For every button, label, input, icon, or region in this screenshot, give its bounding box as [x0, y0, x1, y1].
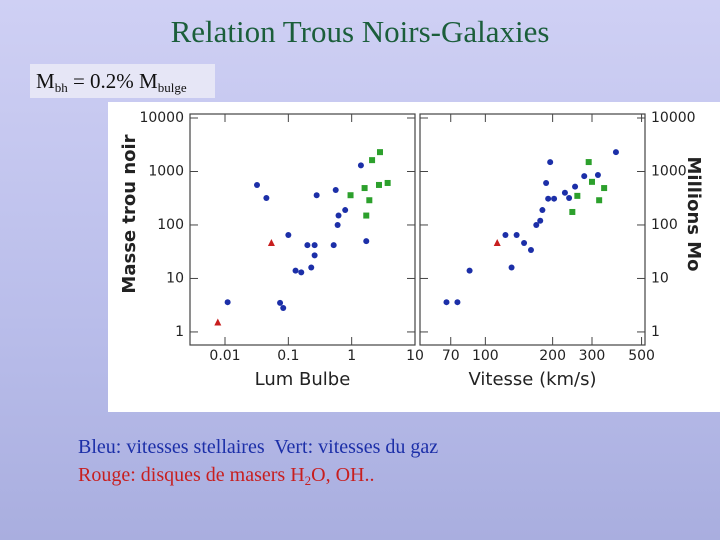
point	[493, 239, 501, 247]
point	[547, 159, 554, 166]
point	[375, 181, 382, 188]
point	[366, 197, 373, 204]
plot-frame	[419, 113, 646, 346]
point	[369, 157, 376, 164]
point	[537, 217, 544, 224]
point	[292, 267, 299, 274]
point	[357, 162, 364, 169]
point	[267, 239, 275, 247]
x-tick-label: 200	[539, 348, 566, 364]
point	[254, 181, 261, 188]
point	[585, 159, 592, 166]
caption-sub: 2	[304, 473, 312, 488]
point	[335, 212, 342, 219]
point	[384, 179, 391, 186]
caption-text: Rouge: disques de masers H	[78, 464, 305, 486]
point	[224, 299, 231, 306]
x-tick-label: 70	[442, 348, 460, 364]
point	[574, 192, 581, 199]
y-tick-label: 10000	[651, 110, 696, 126]
point	[513, 231, 520, 238]
x-axis-label: Lum Bulbe	[255, 369, 351, 390]
point	[298, 269, 305, 276]
point	[311, 242, 318, 249]
point	[363, 238, 370, 245]
x-tick-label: 300	[579, 348, 606, 364]
x-tick-label: 0.1	[277, 348, 299, 364]
point	[533, 221, 540, 228]
point	[285, 231, 292, 238]
point	[588, 178, 595, 185]
chart: 1 10 100 1000 10000 0.01 0.1 1 10 Lum Bulbe Masse …	[108, 102, 720, 412]
point	[311, 252, 318, 259]
point	[454, 299, 461, 306]
y-axis-label: Millions Mo	[683, 156, 704, 271]
point	[280, 305, 287, 312]
point	[277, 299, 284, 306]
point	[332, 187, 339, 194]
caption-text: O, OH..	[311, 464, 375, 486]
point	[594, 171, 601, 178]
x-tick-label: 500	[628, 348, 655, 364]
formula-sub: bh	[54, 80, 68, 95]
formula-part: = 0.2% M	[67, 69, 158, 93]
point	[601, 185, 608, 192]
point	[572, 183, 579, 190]
point	[313, 192, 320, 199]
point	[569, 208, 576, 215]
caption-text: Vert: vitesses du gaz	[274, 436, 439, 458]
slide-title: Relation Trous Noirs-Galaxies	[170, 14, 550, 49]
formula-sub: bulge	[157, 80, 187, 95]
x-tick-label: 1	[347, 348, 356, 364]
caption-line: Rouge: disques de masers H2O, OH..	[78, 464, 374, 489]
point	[527, 247, 534, 254]
y-tick-label: 1	[651, 324, 660, 340]
y-tick-label: 1000	[148, 163, 184, 179]
point	[612, 149, 619, 156]
point	[566, 194, 573, 201]
point	[304, 242, 311, 249]
point	[330, 242, 337, 249]
point	[466, 267, 473, 274]
point	[561, 189, 568, 196]
point	[214, 318, 222, 326]
point	[443, 299, 450, 306]
y-tick-label: 100	[651, 217, 678, 233]
y-tick-label: 10000	[139, 110, 184, 126]
point	[508, 264, 515, 271]
x-tick-label: 100	[472, 348, 499, 364]
x-tick-label: 0.01	[209, 348, 240, 364]
point	[342, 207, 349, 214]
point	[361, 185, 368, 192]
y-tick-label: 100	[157, 217, 184, 233]
formula: Mbh = 0.2% Mbulge	[30, 64, 215, 98]
point	[363, 212, 370, 219]
point	[347, 192, 354, 199]
y-axis-label: Masse trou noir	[119, 134, 140, 293]
point	[539, 207, 546, 214]
plot-frame	[189, 113, 416, 346]
point	[545, 195, 552, 202]
point	[596, 197, 603, 204]
point	[502, 231, 509, 238]
point	[581, 173, 588, 180]
point	[308, 264, 315, 271]
point	[334, 221, 341, 228]
x-tick-label: 10	[406, 348, 424, 364]
y-tick-label: 1000	[651, 163, 687, 179]
y-tick-label: 10	[651, 270, 669, 286]
point	[263, 194, 270, 201]
y-tick-label: 10	[166, 270, 184, 286]
caption-text: Bleu: vitesses stellaires	[78, 436, 265, 458]
y-tick-label: 1	[175, 324, 184, 340]
x-axis-label: Vitesse (km/s)	[468, 369, 596, 390]
point	[551, 195, 558, 202]
point	[521, 240, 528, 247]
point	[543, 179, 550, 186]
formula-part: M	[36, 69, 55, 93]
point	[376, 149, 383, 156]
caption-line: Bleu: vitesses stellaires Vert: vitesses…	[78, 436, 438, 459]
